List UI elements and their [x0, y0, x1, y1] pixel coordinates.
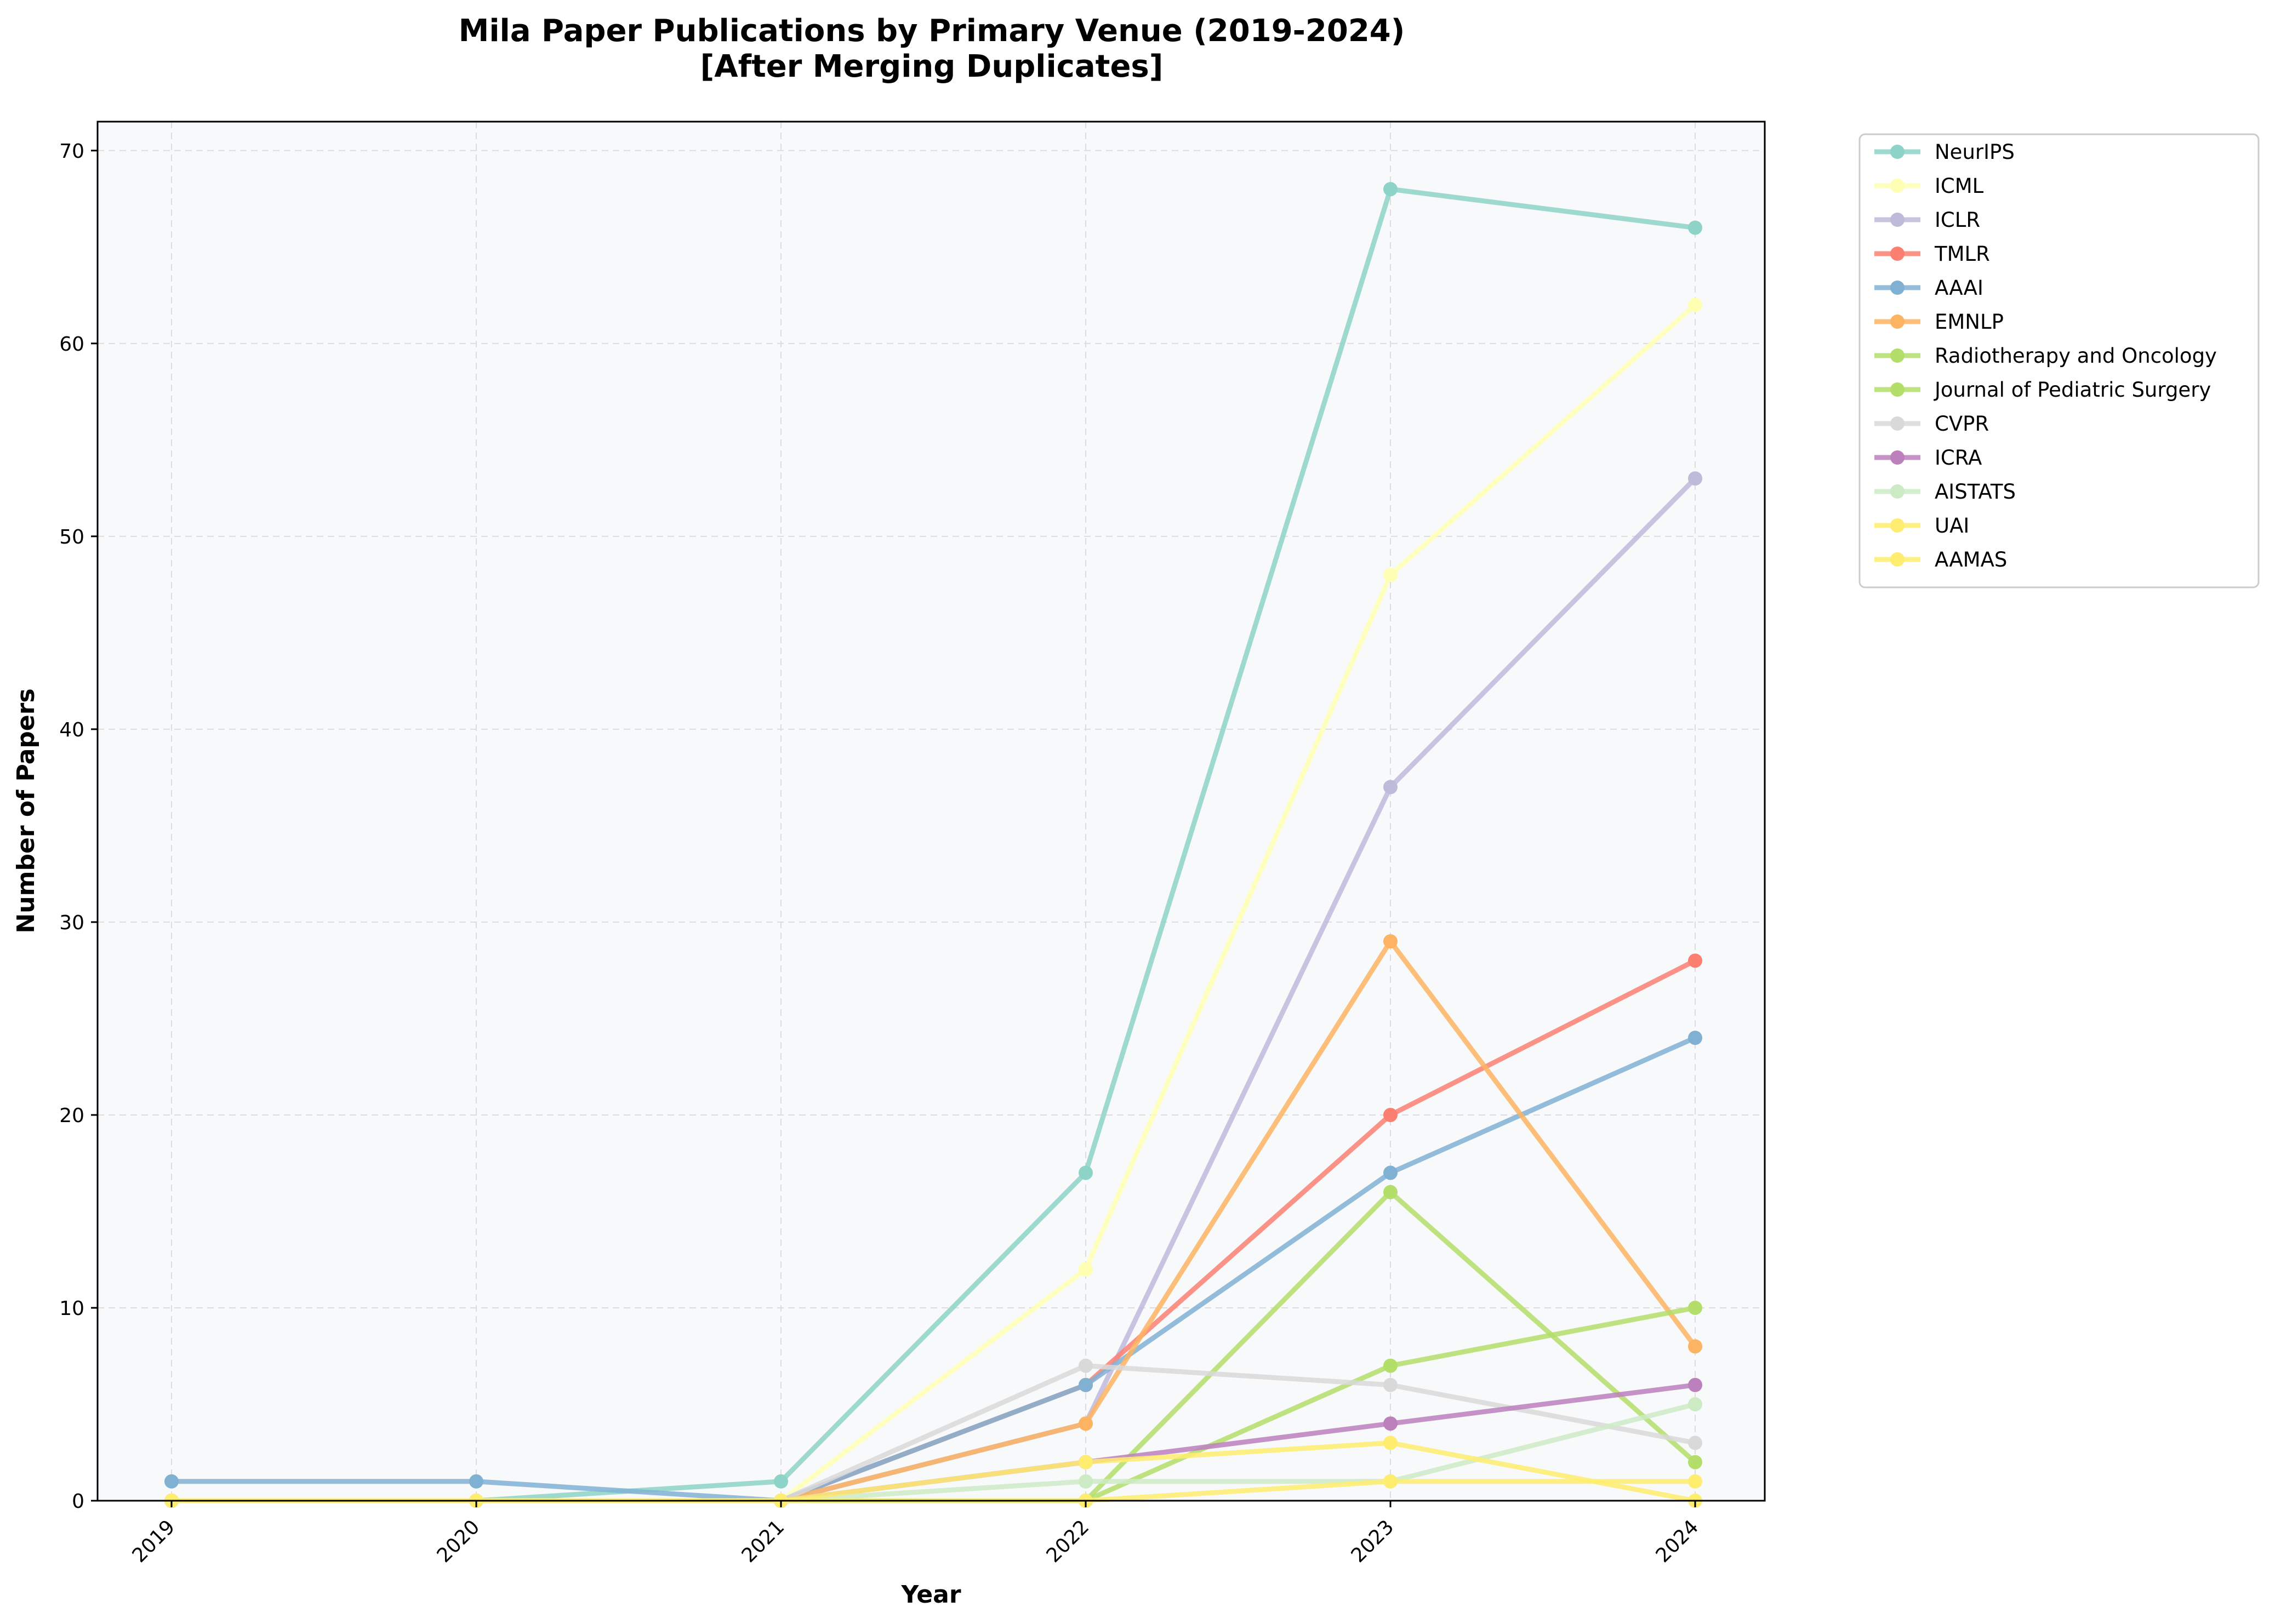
- legend-label: Radiotherapy and Oncology: [1935, 344, 2217, 368]
- data-point: [1383, 1358, 1398, 1373]
- y-tick-label: 50: [59, 526, 84, 548]
- data-point: [1688, 1474, 1702, 1489]
- legend-marker: [1890, 552, 1905, 567]
- data-point: [1688, 1397, 1702, 1411]
- legend-label: NeurIPS: [1935, 140, 2015, 164]
- legend-marker: [1890, 213, 1905, 227]
- data-point: [1383, 934, 1398, 949]
- data-point: [1688, 1455, 1702, 1469]
- data-point: [1688, 1377, 1702, 1392]
- legend-label: EMNLP: [1935, 310, 2004, 334]
- legend-marker: [1890, 179, 1905, 193]
- y-axis-label: Number of Papers: [12, 688, 40, 933]
- data-point: [1383, 780, 1398, 794]
- data-point: [1079, 1262, 1093, 1277]
- legend: NeurIPS ICML ICLR TMLR AAAI EMNLP Radiotherapy…: [1858, 133, 2260, 588]
- legend-label: Journal of Pediatric Surgery: [1934, 378, 2211, 402]
- data-point: [1383, 1165, 1398, 1180]
- data-point: [1383, 1474, 1398, 1489]
- data-point: [1688, 220, 1702, 235]
- data-point: [1079, 1377, 1093, 1392]
- legend-marker: [1890, 281, 1905, 295]
- data-point: [1688, 471, 1702, 486]
- data-point: [1688, 1031, 1702, 1045]
- data-point: [1688, 1339, 1702, 1354]
- legend-box: [1858, 133, 2260, 588]
- y-tick-label: 60: [59, 333, 84, 356]
- data-point: [469, 1474, 483, 1489]
- plot-area: [98, 122, 1765, 1501]
- data-point: [164, 1474, 179, 1489]
- data-point: [1383, 568, 1398, 582]
- data-point: [1383, 1377, 1398, 1392]
- data-point: [1688, 298, 1702, 312]
- chart-title: Mila Paper Publications by Primary Venue…: [459, 13, 1405, 49]
- data-point: [1383, 1107, 1398, 1122]
- legend-marker: [1890, 247, 1905, 261]
- data-point: [1688, 953, 1702, 968]
- y-axis: 0 10 20 30 40 50 60 70: [59, 140, 98, 1513]
- x-axis-label: Year: [900, 1581, 961, 1609]
- data-point: [1383, 1416, 1398, 1431]
- data-point: [1383, 1436, 1398, 1450]
- legend-marker: [1890, 450, 1905, 465]
- legend-label: AISTATS: [1935, 480, 2016, 504]
- legend-marker: [1890, 382, 1905, 397]
- y-tick-label: 30: [59, 912, 84, 934]
- legend-label: ICRA: [1935, 446, 1982, 470]
- legend-label: CVPR: [1935, 412, 1989, 436]
- legend-label: AAMAS: [1935, 548, 2007, 571]
- y-tick-label: 70: [59, 140, 84, 163]
- legend-marker: [1890, 314, 1905, 329]
- legend-marker: [1890, 416, 1905, 431]
- y-tick-label: 40: [59, 719, 84, 741]
- legend-marker: [1890, 145, 1905, 159]
- legend-label: TMLR: [1934, 242, 1990, 266]
- data-point: [774, 1474, 788, 1489]
- legend-marker: [1890, 484, 1905, 499]
- data-point: [1688, 1300, 1702, 1315]
- legend-marker: [1890, 518, 1905, 533]
- y-tick-label: 10: [59, 1297, 84, 1320]
- data-point: [1079, 1416, 1093, 1431]
- data-point: [1383, 1185, 1398, 1199]
- legend-label: ICLR: [1935, 208, 1980, 232]
- legend-marker: [1890, 348, 1905, 363]
- chart-subtitle: [After Merging Duplicates]: [700, 49, 1164, 84]
- data-point: [1688, 1436, 1702, 1450]
- legend-label: ICML: [1935, 174, 1984, 198]
- legend-label: AAAI: [1935, 276, 1983, 300]
- data-point: [1383, 182, 1398, 197]
- y-tick-label: 20: [59, 1105, 84, 1127]
- y-tick-label: 0: [72, 1490, 84, 1513]
- plot-frame: [96, 121, 1766, 1502]
- data-point: [1079, 1474, 1093, 1489]
- legend-label: UAI: [1935, 514, 1969, 537]
- series-line: [169, 1035, 1698, 1503]
- data-point: [1079, 1455, 1093, 1469]
- data-point: [1079, 1165, 1093, 1180]
- data-point: [1079, 1358, 1093, 1373]
